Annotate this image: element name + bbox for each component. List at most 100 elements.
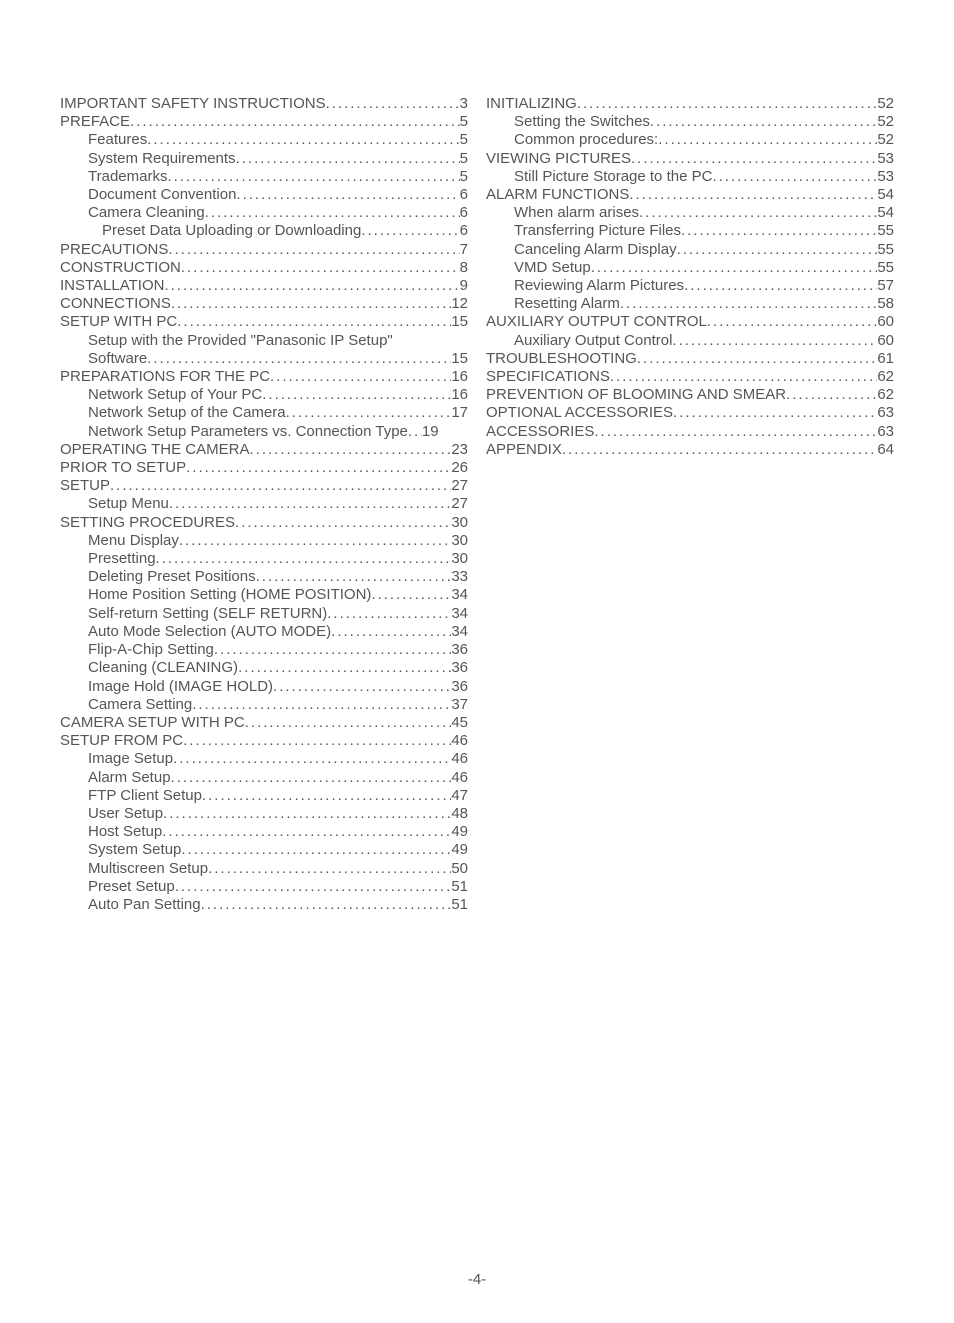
toc-entry: Still Picture Storage to the PC 53	[486, 168, 894, 186]
toc-entry: When alarm arises 54	[486, 204, 894, 222]
toc-leader-dots	[179, 532, 451, 550]
toc-entry-page: 7	[460, 241, 468, 259]
toc-entry-label: Self-return Setting (SELF RETURN)	[88, 605, 327, 623]
toc-entry-label: Document Convention	[88, 186, 236, 204]
toc-entry-label: Host Setup	[88, 823, 162, 841]
toc-leader-dots	[658, 131, 877, 149]
toc-leader-dots	[156, 550, 452, 568]
toc-entry-label: Reviewing Alarm Pictures	[514, 277, 684, 295]
toc-entry-label: Auto Mode Selection (AUTO MODE)	[88, 623, 331, 641]
toc-entry-page: 60	[877, 332, 894, 350]
toc-entry-page: 34	[451, 623, 468, 641]
toc-entry: Home Position Setting (HOME POSITION) 34	[60, 586, 468, 604]
toc-entry-page: 45	[451, 714, 468, 732]
toc-entry-label: Software	[88, 350, 147, 368]
toc-entry-label: Camera Setting	[88, 696, 192, 714]
toc-entry-page: 58	[877, 295, 894, 313]
toc-entry: IMPORTANT SAFETY INSTRUCTIONS 3	[60, 95, 468, 113]
toc-leader-dots	[208, 860, 451, 878]
toc-entry-label: PREFACE	[60, 113, 130, 131]
toc-entry-page: 6	[460, 222, 468, 240]
toc-leader-dots	[639, 204, 877, 222]
toc-leader-dots	[270, 368, 451, 386]
toc-entry: VMD Setup 55	[486, 259, 894, 277]
toc-entry: Menu Display 30	[60, 532, 468, 550]
toc-entry-page: 55	[877, 259, 894, 277]
toc-leader-dots	[327, 605, 451, 623]
toc-entry-page: 55	[877, 241, 894, 259]
toc-entry-label: SETUP	[60, 477, 110, 495]
toc-leader-dots	[169, 495, 451, 513]
toc-entry: Network Setup Parameters vs. Connection …	[60, 423, 468, 441]
page: IMPORTANT SAFETY INSTRUCTIONS 3PREFACE 5…	[0, 0, 954, 1323]
toc-entry: Alarm Setup 46	[60, 769, 468, 787]
toc-leader-dots	[181, 841, 451, 859]
toc-leader-dots	[245, 714, 452, 732]
toc-leader-dots	[164, 277, 459, 295]
toc-leader-dots	[183, 732, 451, 750]
toc-leader-dots	[171, 295, 451, 313]
toc-leader-dots	[236, 150, 460, 168]
toc-entry-page: 5	[460, 113, 468, 131]
toc-entry: Image Hold (IMAGE HOLD) 36	[60, 678, 468, 696]
toc-entry: Features 5	[60, 131, 468, 149]
toc-entry: CAMERA SETUP WITH PC 45	[60, 714, 468, 732]
toc-entry-page: 27	[451, 495, 468, 513]
toc-entry-label: Auxiliary Output Control	[514, 332, 672, 350]
toc-leader-dots	[236, 186, 459, 204]
toc-entry: System Setup 49	[60, 841, 468, 859]
toc-entry: Transferring Picture Files 55	[486, 222, 894, 240]
toc-leader-dots	[610, 368, 877, 386]
toc-leader-dots	[620, 295, 877, 313]
toc-entry-page: 63	[877, 423, 894, 441]
toc-leader-dots	[171, 769, 452, 787]
toc-entry: Network Setup of Your PC 16	[60, 386, 468, 404]
toc-entry: PREFACE 5	[60, 113, 468, 131]
toc-entry: OPERATING THE CAMERA 23	[60, 441, 468, 459]
toc-entry-page: 15	[451, 313, 468, 331]
toc-entry: Auto Pan Setting 51	[60, 896, 468, 914]
toc-column-left: IMPORTANT SAFETY INSTRUCTIONS 3PREFACE 5…	[60, 95, 468, 914]
toc-entry-label: SPECIFICATIONS	[486, 368, 610, 386]
toc-entry-page: 23	[451, 441, 468, 459]
toc-entry: Canceling Alarm Display 55	[486, 241, 894, 259]
toc-entry: Image Setup 46	[60, 750, 468, 768]
toc-entry-page: 34	[451, 605, 468, 623]
toc-entry-page: 55	[877, 222, 894, 240]
toc-entry-page: 52	[877, 131, 894, 149]
toc-entry: Flip-A-Chip Setting 36	[60, 641, 468, 659]
toc-entry-label: ACCESSORIES	[486, 423, 594, 441]
toc-leader-dots	[202, 787, 451, 805]
toc-entry: Preset Data Uploading or Downloading 6	[60, 222, 468, 240]
toc-entry-label: SETUP WITH PC	[60, 313, 177, 331]
toc-entry: System Requirements 5	[60, 150, 468, 168]
toc-entry: Reviewing Alarm Pictures 57	[486, 277, 894, 295]
toc-entry-page: 3	[460, 95, 468, 113]
toc-entry: Host Setup 49	[60, 823, 468, 841]
toc-entry-label: INSTALLATION	[60, 277, 164, 295]
toc-entry-label: TROUBLESHOOTING	[486, 350, 637, 368]
page-number: -4-	[0, 1271, 954, 1288]
toc-entry-label: IMPORTANT SAFETY INSTRUCTIONS	[60, 95, 326, 113]
toc-entry: PRECAUTIONS 7	[60, 241, 468, 259]
toc-entry-label: Resetting Alarm	[514, 295, 620, 313]
toc-entry: VIEWING PICTURES 53	[486, 150, 894, 168]
toc-entry: User Setup 48	[60, 805, 468, 823]
toc-entry-page: 62	[877, 386, 894, 404]
toc-entry-label: System Requirements	[88, 150, 236, 168]
toc-entry-label: CONSTRUCTION	[60, 259, 181, 277]
toc-entry-label: Preset Setup	[88, 878, 175, 896]
toc-entry-page: 61	[877, 350, 894, 368]
toc-entry-label: OPTIONAL ACCESSORIES	[486, 404, 673, 422]
toc-entry-page: 36	[451, 641, 468, 659]
toc-entry-label: CONNECTIONS	[60, 295, 171, 313]
toc-leader-dots	[192, 696, 451, 714]
toc-entry-label: CAMERA SETUP WITH PC	[60, 714, 245, 732]
toc-entry-label: System Setup	[88, 841, 181, 859]
toc-leader-dots	[629, 186, 877, 204]
toc-entry-label: Flip-A-Chip Setting	[88, 641, 214, 659]
toc-entry-label: FTP Client Setup	[88, 787, 202, 805]
toc-entry: Auxiliary Output Control 60	[486, 332, 894, 350]
toc-entry-label: Image Hold (IMAGE HOLD)	[88, 678, 273, 696]
toc-entry-page: 33	[451, 568, 468, 586]
